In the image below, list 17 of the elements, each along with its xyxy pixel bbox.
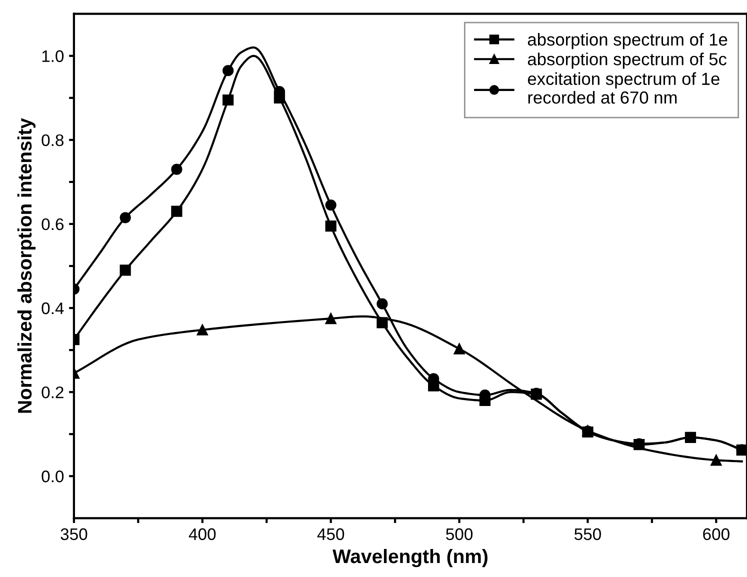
y-axis-title: Normalized absorption intensity (17, 118, 36, 413)
y-tick-label: 0.2 (42, 386, 64, 398)
legend-label: excitation spectrum of 1e recorded at 670 nm (528, 72, 720, 104)
legend-label: absorption spectrum of 5c (528, 52, 726, 69)
y-tick-label: 0.4 (42, 302, 64, 314)
y-tick-label: 0.8 (42, 134, 64, 146)
x-tick-label: 500 (446, 528, 473, 540)
x-tick-label: 450 (317, 528, 344, 540)
x-axis-title: Wavelength (nm) (332, 548, 488, 568)
y-tick-label: 0.6 (42, 218, 64, 230)
legend-label: absorption spectrum of 1e (528, 32, 728, 50)
y-tick-label: 1.0 (42, 50, 64, 62)
x-tick-label: 550 (574, 528, 601, 540)
x-tick-label: 400 (188, 528, 216, 540)
x-tick-label: 350 (60, 528, 88, 540)
x-tick-label: 600 (703, 528, 730, 540)
y-tick-label: 0.0 (42, 470, 64, 482)
